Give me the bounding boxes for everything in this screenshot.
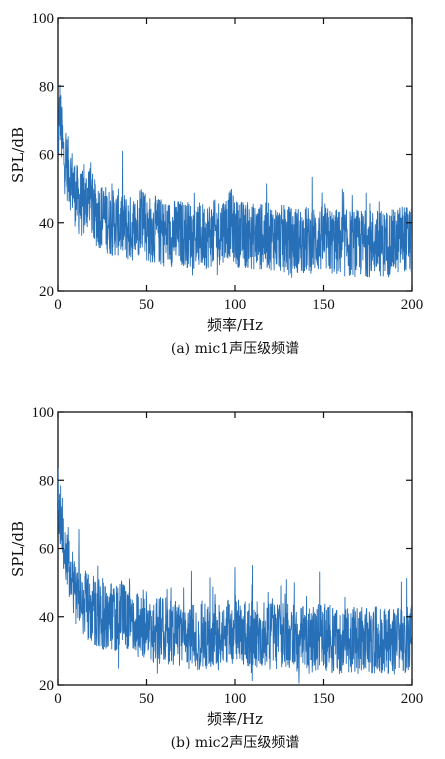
chart-panel-b: 0 50 100 150 200 20 40 60 80 100 SPL/dB 频率/Hz (b… [9,405,423,751]
y-tick-label: 60 [39,148,54,164]
y-ticks-a: 20 40 60 80 100 [32,11,412,300]
spectrum-line [58,468,412,684]
y-tick-label: 100 [32,405,55,421]
y-tick-label: 40 [39,610,54,626]
x-tick-label: 100 [224,297,247,313]
x-tick-label: 50 [139,691,154,707]
x-axis-label-a: 频率/Hz [207,316,263,334]
chart-panel-a: 0 50 100 150 200 20 40 60 80 100 SPL/dB 频率/Hz (a… [9,11,423,357]
x-tick-label: 150 [312,691,335,707]
spectrum-line [58,84,412,278]
caption-a: (a) mic1声压级频谱 [171,341,299,357]
x-tick-label: 100 [224,691,247,707]
x-tick-label: 200 [401,297,424,313]
x-tick-label: 0 [54,297,62,313]
y-axis-label-a: SPL/dB [9,127,27,183]
y-ticks-b: 20 40 60 80 100 [32,405,412,694]
y-tick-label: 80 [39,473,54,489]
x-ticks-a: 0 50 100 150 200 [54,18,423,313]
y-tick-label: 60 [39,542,54,558]
y-tick-label: 80 [39,79,54,95]
y-tick-label: 20 [39,678,54,694]
x-ticks-b: 0 50 100 150 200 [54,412,423,707]
x-axis-label-b: 频率/Hz [207,710,263,728]
data-line-b [58,468,412,684]
data-line-a [58,84,412,278]
x-tick-label: 200 [401,691,424,707]
x-tick-label: 0 [54,691,62,707]
x-tick-label: 50 [139,297,154,313]
caption-b: (b) mic2声压级频谱 [171,735,300,751]
y-tick-label: 100 [32,11,55,27]
y-tick-label: 20 [39,284,54,300]
y-tick-label: 40 [39,216,54,232]
y-axis-label-b: SPL/dB [9,521,27,577]
x-tick-label: 150 [312,297,335,313]
